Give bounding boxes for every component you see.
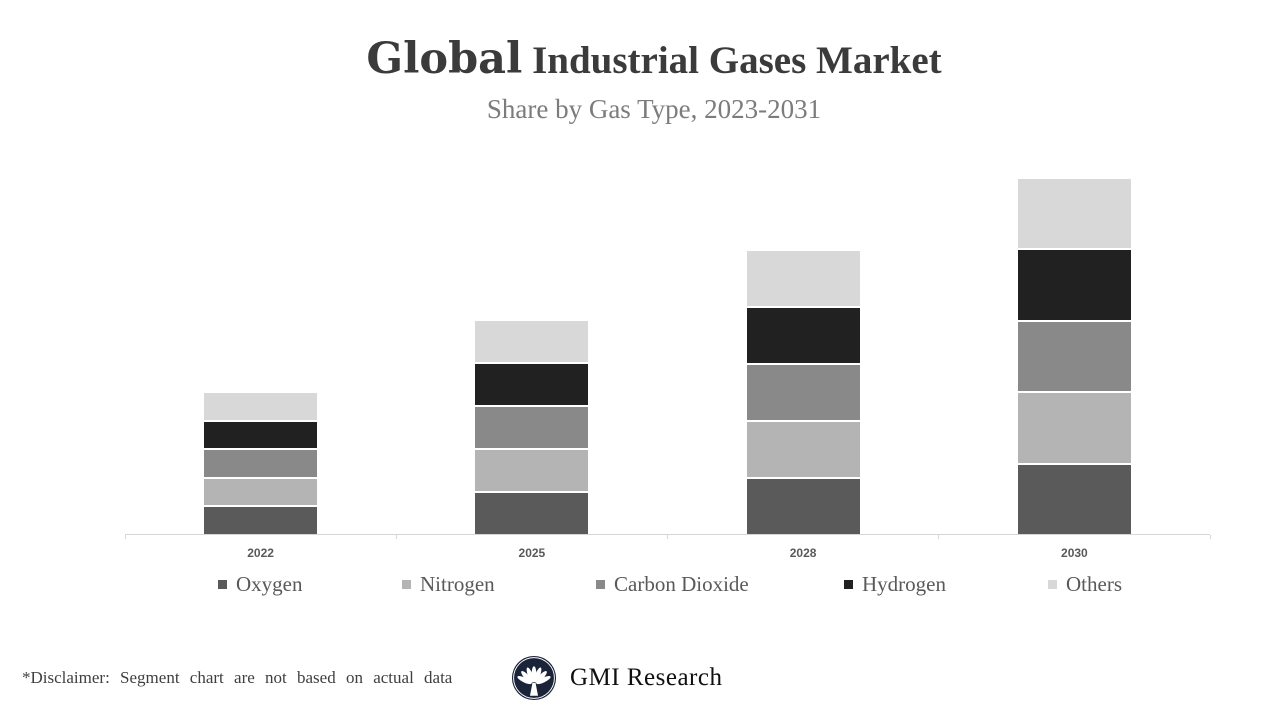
fan-palmette-icon bbox=[511, 655, 557, 701]
segment-2022-hydrogen bbox=[204, 421, 318, 449]
x-axis-tick bbox=[124, 535, 126, 539]
legend-label-others: Others bbox=[1066, 571, 1122, 596]
bar-2030 bbox=[1017, 179, 1131, 534]
legend-swatch-oxygen bbox=[218, 579, 227, 589]
segment-2028-others bbox=[746, 251, 860, 306]
x-axis-tick bbox=[667, 535, 668, 539]
segment-2025-hydrogen bbox=[475, 364, 589, 405]
disclaimer-text: *Disclaimer: Segment chart are not based… bbox=[22, 668, 453, 687]
legend-label-oxygen: Oxygen bbox=[236, 571, 303, 596]
segment-2030-nitrogen bbox=[1017, 393, 1131, 463]
legend-label-nitrogen: Nitrogen bbox=[420, 571, 495, 596]
bar-2022 bbox=[204, 393, 318, 534]
segment-2030-carbon-dioxide bbox=[1017, 321, 1131, 392]
legend-label-hydrogen: Hydrogen bbox=[862, 571, 946, 596]
x-axis-line bbox=[125, 534, 1210, 535]
bar-2028 bbox=[746, 251, 860, 534]
segment-2022-carbon-dioxide bbox=[204, 450, 318, 477]
x-label-2025: 2025 bbox=[518, 546, 546, 560]
segment-2025-carbon-dioxide bbox=[475, 407, 589, 448]
page-title-rest: Industrial Gases Market bbox=[522, 39, 942, 82]
x-axis-tick bbox=[1209, 535, 1211, 539]
segment-2025-others bbox=[475, 321, 589, 362]
x-label-2022: 2022 bbox=[247, 546, 274, 560]
segment-2030-others bbox=[1017, 179, 1131, 249]
segment-2022-oxygen bbox=[204, 507, 318, 534]
page-title-lead: Global bbox=[366, 34, 523, 84]
brand-logo: GMI Research bbox=[511, 654, 722, 702]
segment-2028-nitrogen bbox=[746, 422, 860, 477]
x-axis-tick bbox=[395, 535, 397, 539]
segment-2025-oxygen bbox=[475, 493, 589, 534]
legend-item-hydrogen: Hydrogen bbox=[844, 570, 946, 598]
page-title: Global Industrial Gases Market bbox=[0, 34, 1280, 84]
legend-swatch-nitrogen bbox=[402, 579, 411, 589]
segment-2025-nitrogen bbox=[475, 450, 589, 491]
brand-name: GMI Research bbox=[570, 664, 723, 691]
legend-swatch-carbon-dioxide bbox=[596, 579, 605, 589]
legend-label-carbon-dioxide: Carbon Dioxide bbox=[614, 571, 749, 596]
chart-subtitle: Share by Gas Type, 2023-2031 bbox=[486, 94, 822, 124]
segment-2030-hydrogen bbox=[1017, 250, 1131, 320]
bar-2025 bbox=[475, 321, 589, 534]
segment-2022-others bbox=[204, 393, 318, 420]
legend-swatch-others bbox=[1048, 579, 1057, 589]
x-axis-tick bbox=[938, 535, 940, 539]
legend-item-nitrogen: Nitrogen bbox=[402, 570, 495, 598]
x-label-2030: 2030 bbox=[1061, 546, 1088, 560]
legend-swatch-hydrogen bbox=[844, 579, 853, 589]
segment-2028-oxygen bbox=[746, 479, 860, 534]
segment-2022-nitrogen bbox=[204, 478, 318, 506]
legend-item-oxygen: Oxygen bbox=[218, 570, 303, 598]
legend-item-others: Others bbox=[1048, 570, 1122, 598]
segment-2028-hydrogen bbox=[746, 308, 860, 363]
legend-item-carbon-dioxide: Carbon Dioxide bbox=[596, 570, 749, 598]
x-label-2028: 2028 bbox=[789, 546, 817, 560]
segment-2030-oxygen bbox=[1017, 464, 1131, 534]
segment-2028-carbon-dioxide bbox=[746, 365, 860, 420]
